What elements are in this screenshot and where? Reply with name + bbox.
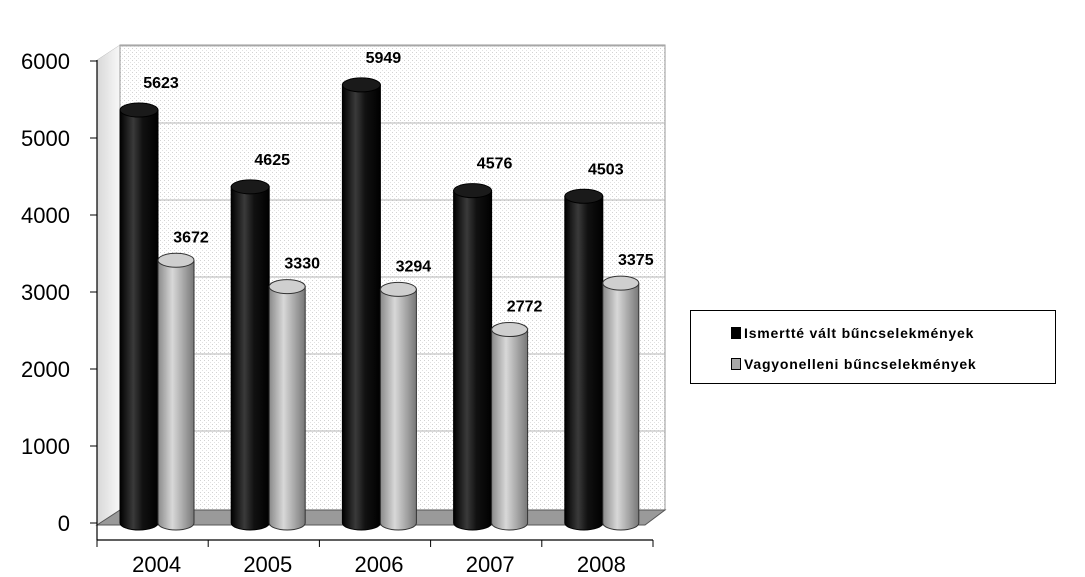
legend-swatch-series-2 bbox=[731, 358, 741, 370]
bar-1-2005 bbox=[230, 179, 270, 531]
bar-body bbox=[119, 109, 159, 531]
side-wall bbox=[96, 44, 121, 526]
y-tick-label: 6000 bbox=[21, 49, 70, 74]
data-label: 3330 bbox=[284, 256, 320, 273]
bar-1-2008 bbox=[564, 188, 604, 531]
bar-2-2005 bbox=[268, 279, 306, 531]
bar-2-2008 bbox=[602, 275, 640, 531]
x-tick-label: 2006 bbox=[355, 552, 404, 577]
y-tick-label: 1000 bbox=[21, 434, 70, 459]
bar-body bbox=[341, 84, 381, 531]
bar-top bbox=[157, 252, 195, 268]
data-label: 3375 bbox=[618, 252, 654, 269]
bar-top bbox=[230, 179, 270, 195]
legend-item-series-1: Ismertté vált bűncselekmények bbox=[731, 323, 974, 343]
bar-body bbox=[268, 286, 306, 531]
legend-label-series-2: Vagyonelleni bűncselekmények bbox=[744, 356, 977, 372]
data-label: 2772 bbox=[507, 299, 543, 316]
bar-top bbox=[119, 102, 159, 118]
bar-1-2006 bbox=[341, 77, 381, 531]
y-tick-label: 2000 bbox=[21, 357, 70, 382]
bar-1-2007 bbox=[453, 183, 493, 531]
bar-body bbox=[564, 195, 604, 531]
bar-body bbox=[379, 288, 417, 531]
bar-top bbox=[564, 188, 604, 204]
y-tick-label: 5000 bbox=[21, 126, 70, 151]
legend-label-series-1: Ismertté vált bűncselekmények bbox=[744, 325, 975, 341]
data-label: 3672 bbox=[173, 229, 209, 246]
legend-swatch-series-1 bbox=[731, 327, 741, 339]
data-label: 4503 bbox=[588, 161, 624, 178]
bar-top bbox=[268, 279, 306, 295]
x-tick-label: 2007 bbox=[466, 552, 515, 577]
bar-2-2007 bbox=[491, 322, 529, 531]
bar-body bbox=[453, 190, 493, 531]
bar-body bbox=[602, 282, 640, 531]
bar-1-2004 bbox=[119, 102, 159, 531]
bar-top bbox=[491, 322, 529, 338]
x-tick-label: 2004 bbox=[132, 552, 181, 577]
bar-body bbox=[157, 259, 195, 531]
y-tick-label: 3000 bbox=[21, 280, 70, 305]
bar-body bbox=[491, 329, 529, 531]
y-tick-label: 0 bbox=[58, 511, 70, 536]
bar-top bbox=[379, 281, 417, 297]
x-tick-label: 2008 bbox=[577, 552, 626, 577]
bar-2-2004 bbox=[157, 252, 195, 531]
bar-top bbox=[602, 275, 640, 291]
bar-body bbox=[230, 186, 270, 531]
data-label: 3294 bbox=[396, 258, 432, 275]
bar-top bbox=[453, 183, 493, 199]
bar-top bbox=[341, 77, 381, 93]
data-label: 5949 bbox=[366, 50, 402, 67]
y-tick-label: 4000 bbox=[21, 203, 70, 228]
data-label: 4576 bbox=[477, 156, 513, 173]
data-label: 5623 bbox=[143, 75, 179, 92]
legend: Ismertté vált bűncselekmények Vagyonelle… bbox=[690, 310, 1056, 384]
x-tick-label: 2005 bbox=[243, 552, 292, 577]
data-label: 4625 bbox=[254, 152, 290, 169]
legend-item-series-2: Vagyonelleni bűncselekmények bbox=[731, 354, 977, 374]
bar-2-2006 bbox=[379, 281, 417, 531]
